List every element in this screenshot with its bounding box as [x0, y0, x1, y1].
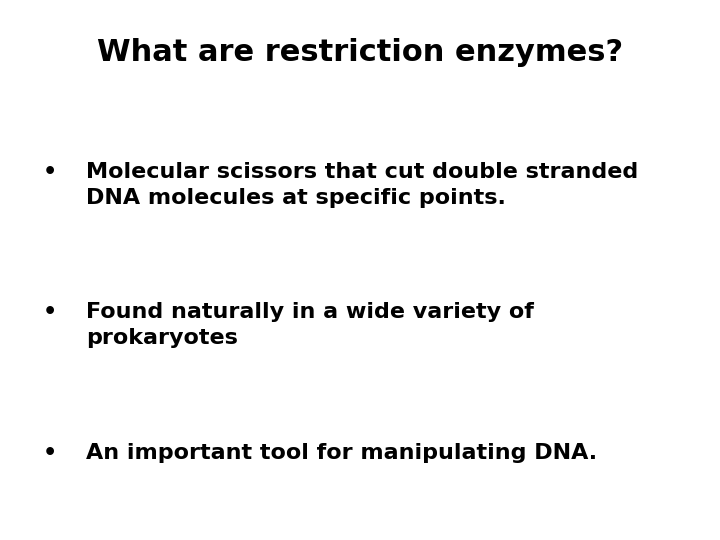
Text: •: •	[43, 302, 58, 322]
Text: Molecular scissors that cut double stranded
DNA molecules at specific points.: Molecular scissors that cut double stran…	[86, 162, 639, 207]
Text: What are restriction enzymes?: What are restriction enzymes?	[97, 38, 623, 67]
Text: An important tool for manipulating DNA.: An important tool for manipulating DNA.	[86, 443, 598, 463]
Text: Found naturally in a wide variety of
prokaryotes: Found naturally in a wide variety of pro…	[86, 302, 534, 348]
Text: •: •	[43, 162, 58, 182]
Text: •: •	[43, 443, 58, 463]
